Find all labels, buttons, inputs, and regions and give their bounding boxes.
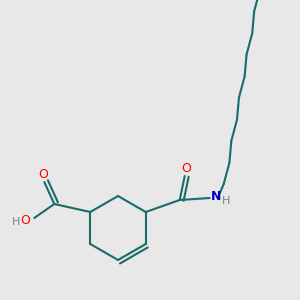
Text: H: H bbox=[221, 196, 230, 206]
Text: N: N bbox=[211, 190, 221, 203]
Text: O: O bbox=[181, 163, 191, 176]
Text: H: H bbox=[12, 217, 20, 227]
Text: O: O bbox=[20, 214, 30, 227]
Text: O: O bbox=[38, 169, 48, 182]
